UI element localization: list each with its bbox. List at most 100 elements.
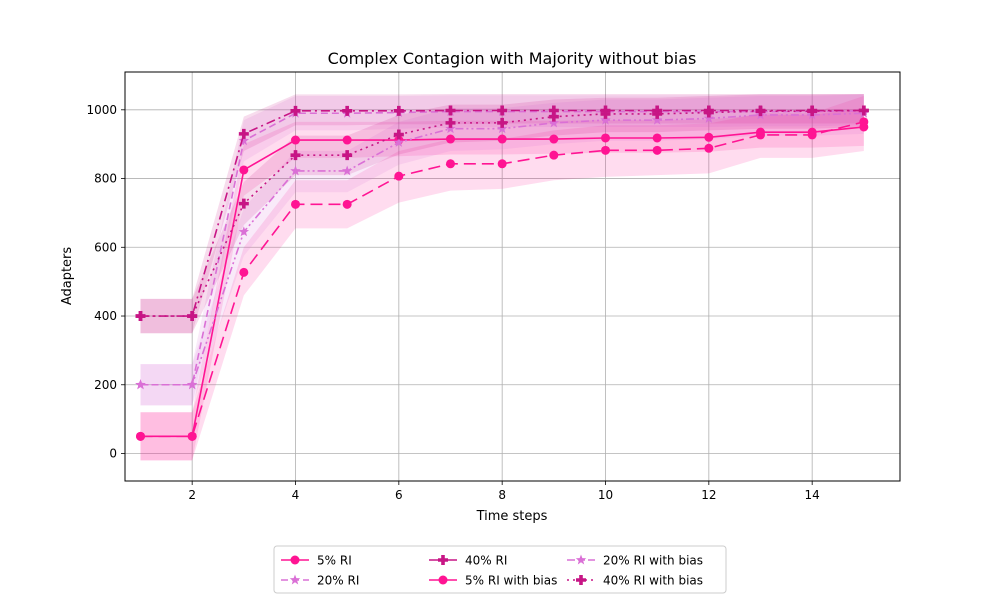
legend-label: 5% RI with bias (465, 574, 557, 588)
x-tick-label: 14 (805, 488, 820, 502)
y-axis-label: Adapters (60, 247, 75, 306)
data-point (548, 117, 560, 128)
legend-marker (289, 574, 301, 585)
data-point (239, 165, 249, 175)
data-point (341, 165, 353, 176)
confidence-band-5 (140, 94, 864, 406)
data-point (549, 134, 559, 144)
x-tick-label: 6 (395, 488, 403, 502)
data-point (394, 171, 404, 181)
legend-entry: 20% RI (281, 574, 359, 588)
plot-frame (124, 71, 901, 482)
legend-label: 20% RI with bias (603, 554, 703, 568)
legend-entry: 20% RI with bias (567, 554, 703, 568)
data-point (497, 159, 507, 169)
data-point (703, 107, 714, 118)
data-point (497, 105, 508, 116)
legend-marker (290, 555, 300, 565)
series-lines (135, 105, 870, 441)
data-point (445, 117, 456, 128)
legend-entry: 40% RI with bias (567, 574, 703, 588)
data-point (600, 108, 611, 119)
data-point (807, 130, 817, 140)
data-point (342, 150, 353, 161)
data-point (290, 150, 301, 161)
chart-title: Complex Contagion with Majority without … (328, 49, 697, 68)
series-6 (135, 105, 869, 322)
legend-entry: 40% RI (429, 554, 507, 568)
data-point (187, 311, 198, 322)
x-tick-label: 10 (598, 488, 613, 502)
axis-ticks: 2 4 6 8 10 12 14 0 200 400 600 800 1000 (86, 103, 819, 502)
data-point (446, 134, 455, 144)
data-point (651, 114, 663, 125)
data-point (342, 199, 352, 209)
legend-marker (576, 575, 586, 585)
legend-entry: 5% RI (281, 554, 352, 568)
legend-label: 40% RI with bias (603, 574, 703, 588)
data-point (652, 145, 662, 155)
x-tick-label: 12 (701, 488, 716, 502)
data-point (445, 105, 456, 116)
data-point (652, 108, 663, 119)
data-point (704, 132, 714, 142)
data-point (858, 105, 869, 116)
data-point (548, 105, 559, 116)
legend: 5% RI 20% RI 40% RI 5% RI with bias 20% RI w… (273, 545, 727, 594)
data-point (704, 143, 714, 153)
legend-entry: 5% RI with bias (429, 574, 557, 588)
legend-label: 5% RI (317, 554, 352, 568)
y-tick-label: 800 (94, 172, 117, 186)
data-point (755, 106, 766, 117)
series-line (140, 109, 864, 317)
data-point (859, 117, 869, 127)
data-point (238, 198, 249, 209)
y-tick-label: 1000 (86, 103, 117, 117)
data-point (136, 431, 145, 441)
y-tick-label: 0 (109, 447, 117, 461)
data-point (135, 311, 146, 322)
data-point (290, 165, 301, 176)
data-point (497, 117, 508, 128)
x-tick-label: 4 (292, 488, 300, 502)
data-point (652, 133, 662, 143)
legend-label: 40% RI (465, 554, 507, 568)
legend-marker (575, 554, 587, 565)
data-point (446, 159, 455, 169)
data-point (445, 123, 456, 134)
data-point (135, 379, 146, 390)
data-point (497, 134, 507, 144)
data-point (187, 431, 197, 441)
y-tick-label: 400 (94, 309, 117, 323)
data-point (393, 105, 404, 116)
data-point (393, 136, 405, 147)
legend-frame (273, 545, 727, 594)
confidence-bands (140, 94, 864, 461)
legend-marker (438, 555, 448, 565)
confidence-band-2 (140, 94, 864, 406)
x-tick-label: 8 (498, 488, 506, 502)
x-tick-label: 2 (188, 488, 196, 502)
confidence-band-3 (140, 94, 864, 334)
data-point (291, 199, 300, 209)
series-4 (136, 117, 869, 441)
data-point (238, 135, 250, 146)
legend-marker (438, 575, 448, 585)
data-point (186, 379, 198, 390)
data-point (342, 105, 353, 116)
data-point (756, 130, 765, 140)
data-point (239, 267, 249, 277)
series-line (140, 109, 864, 317)
data-point (549, 150, 559, 160)
data-point (807, 106, 818, 117)
data-point (238, 226, 250, 237)
data-point (342, 135, 352, 145)
confidence-band-6 (140, 94, 864, 334)
data-point (291, 135, 300, 145)
legend-items: 5% RI 20% RI 40% RI 5% RI with bias 20% RI w… (281, 554, 703, 588)
data-point (601, 133, 610, 143)
data-point (601, 145, 610, 155)
y-tick-label: 200 (94, 378, 117, 392)
legend-label: 20% RI (317, 574, 359, 588)
